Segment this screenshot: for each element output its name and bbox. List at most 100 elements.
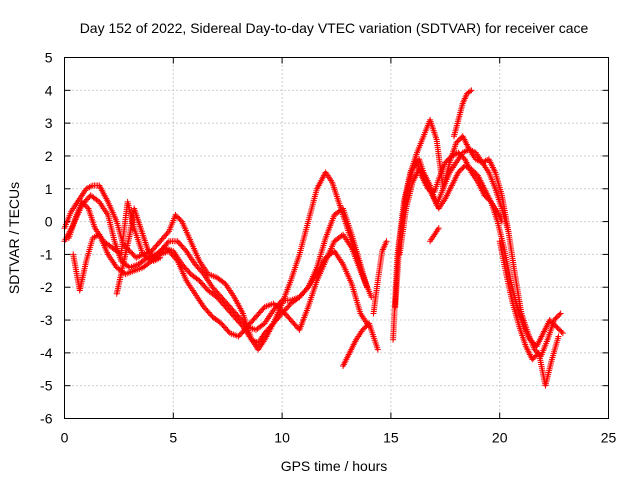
x-tick-label: 20 (492, 430, 508, 446)
x-tick-label: 25 (601, 430, 617, 446)
data-point (555, 326, 562, 333)
series-arc-m (427, 225, 442, 245)
x-tick-label: 0 (61, 430, 69, 446)
data-point (529, 356, 536, 363)
data-point (363, 322, 370, 329)
data-point (129, 250, 136, 257)
data-point (457, 135, 464, 142)
y-tick-label: 0 (45, 214, 53, 230)
data-point (530, 355, 537, 362)
data-point (128, 249, 135, 256)
data-point (182, 246, 189, 253)
series-arc-g (370, 238, 390, 317)
data-point (468, 166, 475, 173)
data-point (454, 138, 461, 145)
data-point (456, 168, 463, 175)
data-point (199, 269, 206, 276)
data-markers (61, 87, 566, 389)
data-point (80, 200, 87, 207)
y-tick-label: -5 (40, 378, 53, 394)
data-point (368, 294, 375, 301)
series-arc-j (396, 162, 566, 350)
data-point (173, 256, 180, 263)
data-point (203, 286, 210, 293)
y-tick-label: -4 (40, 345, 53, 361)
y-tick-label: 3 (45, 115, 53, 131)
data-point (360, 325, 367, 332)
data-point (551, 317, 558, 324)
data-point (555, 333, 562, 340)
data-point (177, 217, 184, 224)
data-point (553, 314, 560, 321)
y-tick-label: 5 (45, 50, 53, 66)
data-point (556, 311, 563, 318)
data-point (363, 284, 370, 291)
data-point (459, 165, 466, 172)
data-point (557, 327, 564, 334)
y-tick-label: 2 (45, 148, 53, 164)
y-axis-label: SDTVAR / TECUs (6, 182, 22, 294)
y-tick-label: 1 (45, 181, 53, 197)
x-tick-label: 5 (169, 430, 177, 446)
data-point (175, 214, 182, 221)
data-point (455, 169, 462, 176)
data-point (533, 352, 540, 359)
data-point (435, 225, 442, 232)
series-arc-l (451, 87, 475, 140)
data-point (208, 312, 215, 319)
series-arc-f (340, 320, 381, 369)
data-point (194, 276, 201, 283)
data-point (260, 321, 267, 328)
y-tick-label: -6 (40, 411, 53, 427)
series-arc-e (113, 205, 164, 297)
data-point (552, 315, 559, 322)
data-point (359, 326, 366, 333)
data-point (78, 198, 85, 205)
y-tick-label: 4 (45, 82, 53, 98)
data-point (130, 252, 137, 259)
data-point (554, 324, 561, 331)
plot-frame (64, 57, 609, 419)
series-arc-n (496, 238, 562, 389)
data-point (471, 168, 478, 175)
data-point (216, 319, 223, 326)
x-tick-label: 15 (383, 430, 399, 446)
series-arc-d (70, 231, 370, 340)
x-axis-label: GPS time / hours (281, 458, 388, 474)
data-point (469, 167, 476, 174)
data-point (553, 323, 560, 330)
data-point (277, 306, 284, 313)
data-point (383, 238, 390, 245)
data-point (559, 330, 566, 337)
data-point (221, 279, 228, 286)
y-tick-label: -1 (40, 246, 53, 262)
data-point (277, 298, 284, 305)
data-point (173, 213, 180, 220)
data-point (374, 346, 381, 353)
data-point (453, 139, 460, 146)
data-point (466, 88, 473, 95)
data-point (468, 87, 475, 94)
data-point (558, 328, 565, 335)
data-point (455, 137, 462, 144)
data-point (94, 197, 101, 204)
data-point (531, 346, 538, 353)
tick-labels: 0 5 10 15 20 25 -6 -5 -4 -3 -2 -1 0 1 2 3 4 5 (40, 50, 616, 446)
data-point (362, 324, 369, 331)
y-tick-label: -2 (40, 279, 53, 295)
series-arc-k (400, 116, 564, 360)
x-tick-label: 10 (274, 430, 290, 446)
data-point (457, 166, 464, 173)
data-point (164, 229, 171, 236)
chart-title: Day 152 of 2022, Sidereal Day-to-day VTE… (80, 20, 589, 36)
data-point (172, 212, 179, 219)
data-point (81, 201, 88, 208)
data-point (338, 232, 345, 239)
data-point (472, 170, 479, 177)
data-point (557, 310, 564, 317)
data-point (84, 204, 91, 211)
data-point (303, 285, 310, 292)
data-point (157, 254, 164, 261)
data-point (555, 313, 562, 320)
